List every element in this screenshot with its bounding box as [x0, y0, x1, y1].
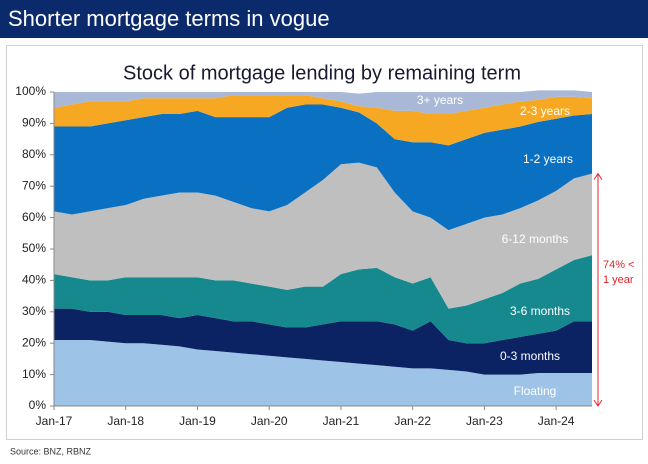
y-tick-label: 70%	[22, 178, 46, 192]
y-tick-label: 80%	[22, 147, 46, 161]
series-label: 0-3 months	[500, 349, 560, 363]
y-tick-label: 50%	[22, 241, 46, 255]
y-tick-label: 100%	[15, 84, 46, 98]
annotation-text: 1 year	[603, 274, 634, 286]
x-tick-label: Jan-21	[323, 414, 360, 428]
x-tick-label: Jan-20	[251, 414, 288, 428]
area	[54, 104, 592, 231]
y-tick-label: 60%	[22, 210, 46, 224]
y-tick-label: 0%	[29, 398, 47, 412]
x-tick-label: Jan-17	[36, 414, 73, 428]
y-tick-label: 30%	[22, 304, 46, 318]
y-tick-label: 20%	[22, 335, 46, 349]
x-tick-label: Jan-18	[107, 414, 144, 428]
arrow-head	[593, 399, 603, 407]
header-title: Shorter mortgage terms in vogue	[8, 6, 330, 31]
series-label: 2-3 years	[520, 104, 570, 118]
area	[54, 90, 592, 114]
area	[54, 162, 592, 309]
series-label: 1-2 years	[523, 152, 573, 166]
series-label: 3+ years	[417, 93, 463, 107]
x-tick-label: Jan-19	[179, 414, 216, 428]
y-tick-label: 40%	[22, 273, 46, 287]
series-label: 3-6 months	[510, 304, 570, 318]
chart-frame	[6, 45, 643, 440]
source-note: Source: BNZ, RBNZ	[10, 446, 92, 456]
series-label: Floating	[514, 384, 557, 398]
y-tick-label: 90%	[22, 116, 46, 130]
arrow-head	[593, 172, 603, 180]
chart-title: Stock of mortgage lending by remaining t…	[123, 62, 521, 84]
x-tick-label: Jan-22	[394, 414, 431, 428]
x-tick-label: Jan-23	[466, 414, 503, 428]
area	[54, 340, 592, 406]
area	[54, 308, 592, 375]
area	[54, 95, 592, 146]
y-tick-label: 10%	[22, 367, 46, 381]
header-bar	[0, 0, 648, 38]
x-tick-label: Jan-24	[538, 414, 575, 428]
annotation-text: 74% <	[603, 259, 635, 271]
series-label: 6-12 months	[502, 232, 569, 246]
